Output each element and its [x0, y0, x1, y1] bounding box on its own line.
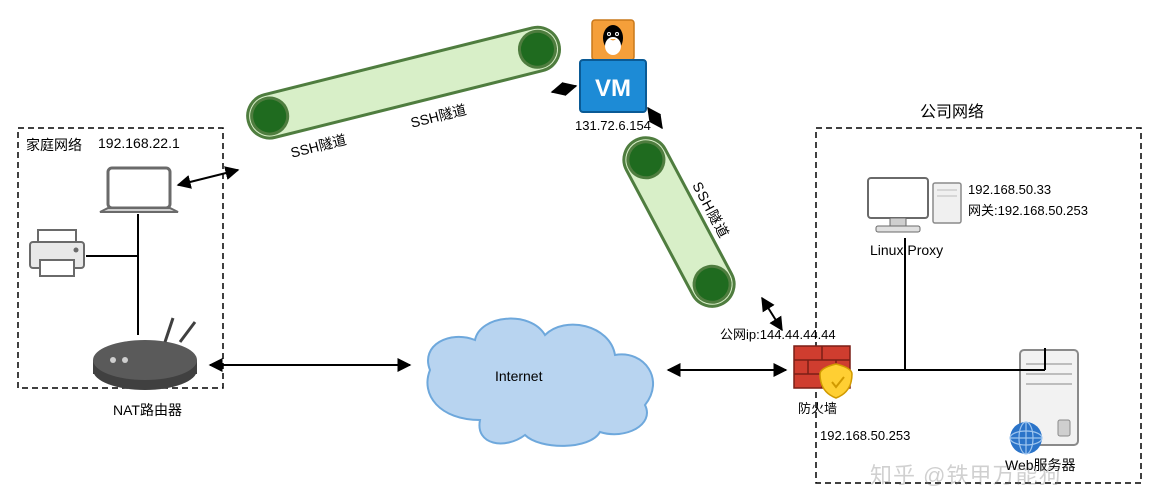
home-ip-label: 192.168.22.1: [98, 135, 180, 151]
gateway-ip-label: 192.168.50.253: [820, 428, 910, 443]
diagram-canvas: VM: [0, 0, 1157, 500]
company-network-label: 公司网络: [920, 98, 984, 122]
public-ip-value: 144.44.44.44: [760, 327, 836, 342]
nat-router-label: NAT路由器: [113, 400, 182, 420]
proxy-gw-label: 网关:192.168.50.253: [968, 200, 1088, 219]
edge-laptop-tunnel: [178, 170, 238, 185]
edge-tunnel-vm: [552, 86, 576, 92]
home-laptop-icon: [100, 168, 178, 212]
home-network-label: 家庭网络: [26, 135, 82, 155]
public-ip-prefix: 公网ip:: [720, 327, 760, 342]
ssh-tunnel-left: [243, 23, 564, 143]
firewall-label: 防火墙: [798, 398, 837, 417]
linux-proxy-label: Linux Proxy: [870, 242, 943, 258]
printer-icon: [30, 230, 84, 276]
vm-node-icon: VM: [580, 20, 646, 112]
vm-ip-label: 131.72.6.154: [575, 118, 651, 133]
linux-proxy-pc-icon: [868, 178, 961, 232]
svg-text:VM: VM: [595, 75, 631, 102]
firewall-icon: [794, 346, 852, 398]
nat-router-icon: [93, 318, 197, 390]
internet-label: Internet: [495, 368, 542, 384]
watermark-text: 知乎 @铁甲万能狗: [870, 458, 1061, 490]
proxy-ip-label: 192.168.50.33: [968, 182, 1051, 197]
